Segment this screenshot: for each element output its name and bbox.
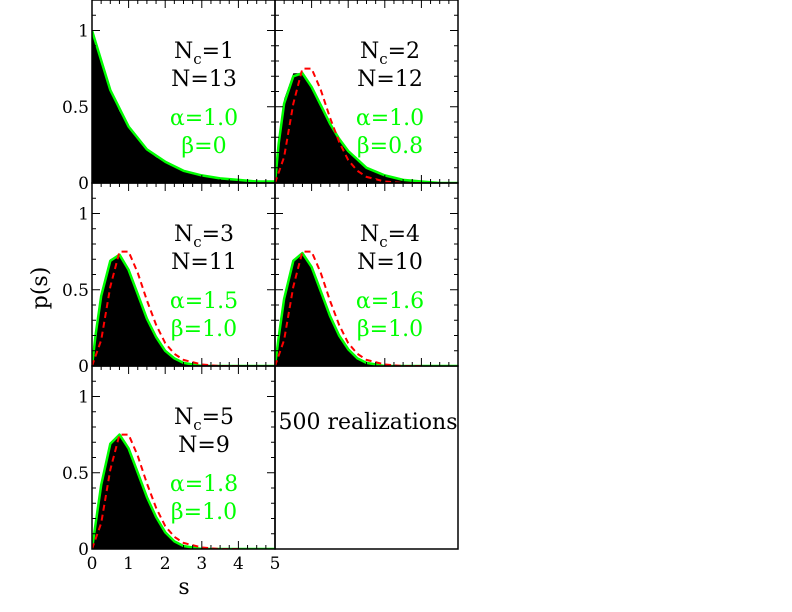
alpha-label: α=1.6 (356, 289, 424, 314)
histogram-area (92, 434, 275, 549)
alpha-label: α=1.5 (170, 289, 238, 314)
x-tick-label: 3 (196, 554, 207, 574)
n-label: N=13 (171, 67, 237, 92)
x-tick-label: 5 (270, 554, 281, 574)
n-label: N=12 (357, 67, 423, 92)
fit-curve (92, 30, 275, 183)
y-tick-label: 0.5 (62, 464, 89, 484)
empty-panel-frame (274, 365, 459, 550)
y-tick-label: 0 (78, 357, 89, 377)
fit-curve (92, 253, 275, 366)
panel-3: 0 0.5 1 Nc=3N=11 α=1.5 β=1.0 (62, 182, 276, 377)
x-tick-label: 0 (87, 554, 98, 574)
histogram-area (275, 253, 458, 366)
reference-curve (92, 433, 239, 549)
x-tick-label: 4 (233, 554, 244, 574)
beta-label: β=1.0 (171, 317, 237, 342)
nc-label: Nc=1 (174, 39, 234, 68)
y-axis-label: p(s) (28, 267, 53, 310)
n-label: N=11 (171, 250, 237, 275)
y-tick-label: 1 (78, 388, 89, 408)
histogram-area (92, 30, 275, 183)
y-tick-label: 1 (78, 205, 89, 225)
y-tick-label: 1 (78, 22, 89, 42)
x-axis-label: s (178, 575, 189, 600)
reference-curve (275, 67, 422, 183)
beta-label: β=0.8 (357, 134, 423, 159)
histogram-area (275, 73, 458, 183)
x-tick-label: 2 (160, 554, 171, 574)
panel-5: 0 0.5 1 0 1 2 3 4 5 Nc=5N=9 α=1.8 β=1.0 (62, 365, 281, 574)
panel-4: Nc=4N=10 α=1.6 β=1.0 (274, 182, 459, 367)
beta-label: β=0 (181, 134, 226, 159)
nc-label: Nc=5 (174, 405, 234, 434)
y-tick-label: 0 (78, 540, 89, 560)
panel-2: Nc=2N=12 α=1.0 β=0.8 (274, 0, 459, 184)
beta-label: β=1.0 (171, 500, 237, 525)
panel-1: 0 0.5 1 Nc=1N=13 α=1.0 β=0 (62, 0, 276, 194)
alpha-label: α=1.0 (356, 106, 424, 131)
n-label: N=9 (178, 433, 230, 458)
n-label: N=10 (357, 250, 423, 275)
reference-curve (275, 250, 422, 366)
fit-curve (92, 433, 275, 549)
reference-curve (92, 250, 239, 366)
realizations-note: 500 realizations (279, 410, 458, 435)
nc-label: Nc=4 (360, 222, 420, 251)
nc-label: Nc=3 (174, 222, 234, 251)
nc-label: Nc=2 (360, 39, 420, 68)
fit-curve (275, 251, 458, 366)
histogram-area (92, 254, 275, 366)
beta-label: β=1.0 (357, 317, 423, 342)
alpha-label: α=1.0 (170, 106, 238, 131)
y-tick-label: 0.5 (62, 281, 89, 301)
x-tick-label: 1 (123, 554, 134, 574)
y-tick-label: 0 (78, 174, 89, 194)
alpha-label: α=1.8 (170, 472, 238, 497)
y-tick-label: 0.5 (62, 98, 89, 118)
